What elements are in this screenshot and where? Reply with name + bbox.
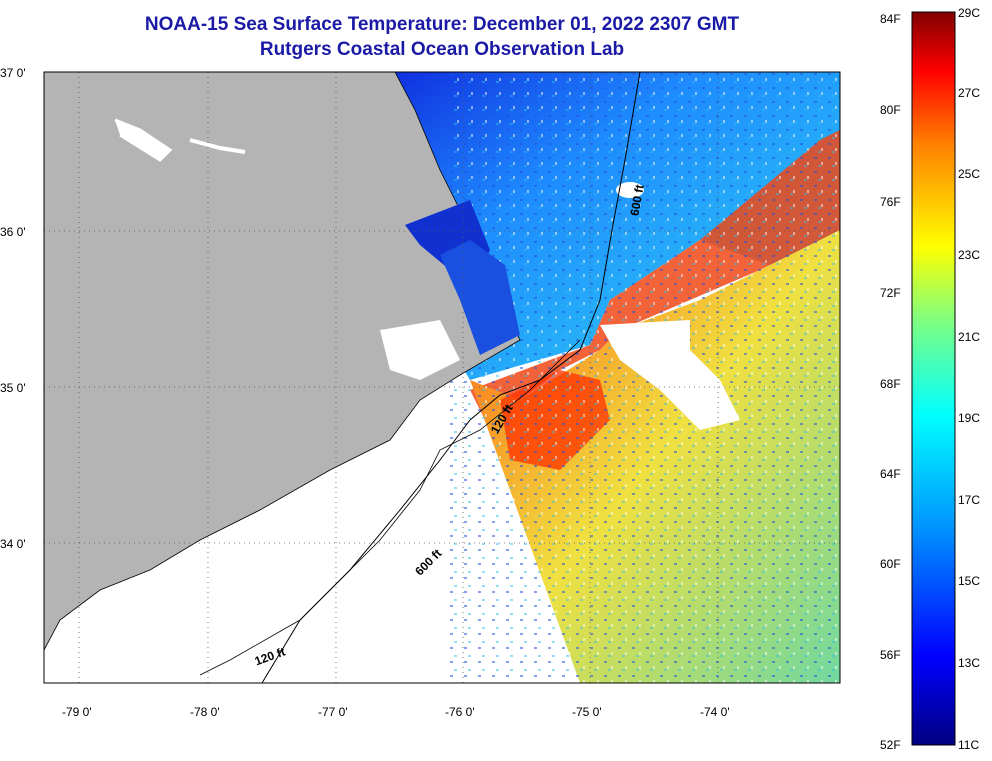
lat-label-36: 36 0' bbox=[0, 225, 26, 239]
lat-label-37: 37 0' bbox=[0, 66, 26, 80]
contour-120ft bbox=[199, 339, 581, 676]
cbar-c-21: 21C bbox=[958, 330, 981, 344]
cloud-patch-small bbox=[616, 182, 644, 198]
temperature-colorbar bbox=[911, 11, 956, 746]
cbar-f-72: 72F bbox=[880, 286, 901, 300]
lon-label-76: -76 0' bbox=[445, 705, 475, 719]
cbar-c-11: 11C bbox=[958, 738, 980, 752]
cbar-f-68: 68F bbox=[880, 377, 901, 391]
land-mass bbox=[44, 72, 521, 651]
cbar-f-56: 56F bbox=[880, 648, 901, 662]
cbar-f-60: 60F bbox=[880, 557, 901, 571]
cbar-f-80: 80F bbox=[880, 103, 901, 117]
map-title: NOAA-15 Sea Surface Temperature: Decembe… bbox=[144, 14, 740, 35]
cbar-f-84: 84F bbox=[880, 12, 901, 26]
cloud-patch bbox=[600, 320, 740, 430]
cbar-c-23: 23C bbox=[958, 248, 981, 262]
cbar-f-76: 76F bbox=[880, 195, 901, 209]
map-subtitle: Rutgers Coastal Ocean Observation Lab bbox=[259, 39, 625, 60]
cbar-c-25: 25C bbox=[958, 167, 981, 181]
cbar-f-52: 52F bbox=[880, 738, 901, 752]
map-frame bbox=[43, 71, 841, 684]
cbar-c-29: 29C bbox=[958, 6, 981, 20]
cbar-c-17: 17C bbox=[958, 493, 981, 507]
pamlico-sound bbox=[440, 240, 520, 355]
lat-label-34: 34 0' bbox=[0, 537, 26, 551]
lon-label-78: -78 0' bbox=[190, 705, 220, 719]
lon-label-79: -79 0' bbox=[62, 705, 92, 719]
pamlico-river bbox=[380, 320, 460, 380]
cbar-c-19: 19C bbox=[958, 411, 981, 425]
inland-river bbox=[189, 138, 246, 154]
inland-lake bbox=[114, 118, 173, 162]
lat-label-35: 35 0' bbox=[0, 381, 26, 395]
cbar-c-13: 13C bbox=[958, 656, 981, 670]
cbar-c-15: 15C bbox=[958, 574, 981, 588]
cbar-f-64: 64F bbox=[880, 467, 901, 481]
contour-label-600-north: 600 ft bbox=[627, 184, 646, 217]
graticule bbox=[44, 72, 840, 683]
lon-label-74: -74 0' bbox=[700, 705, 730, 719]
lon-label-75: -75 0' bbox=[572, 705, 602, 719]
cbar-c-27: 27C bbox=[958, 86, 981, 100]
lon-label-77: -77 0' bbox=[318, 705, 348, 719]
